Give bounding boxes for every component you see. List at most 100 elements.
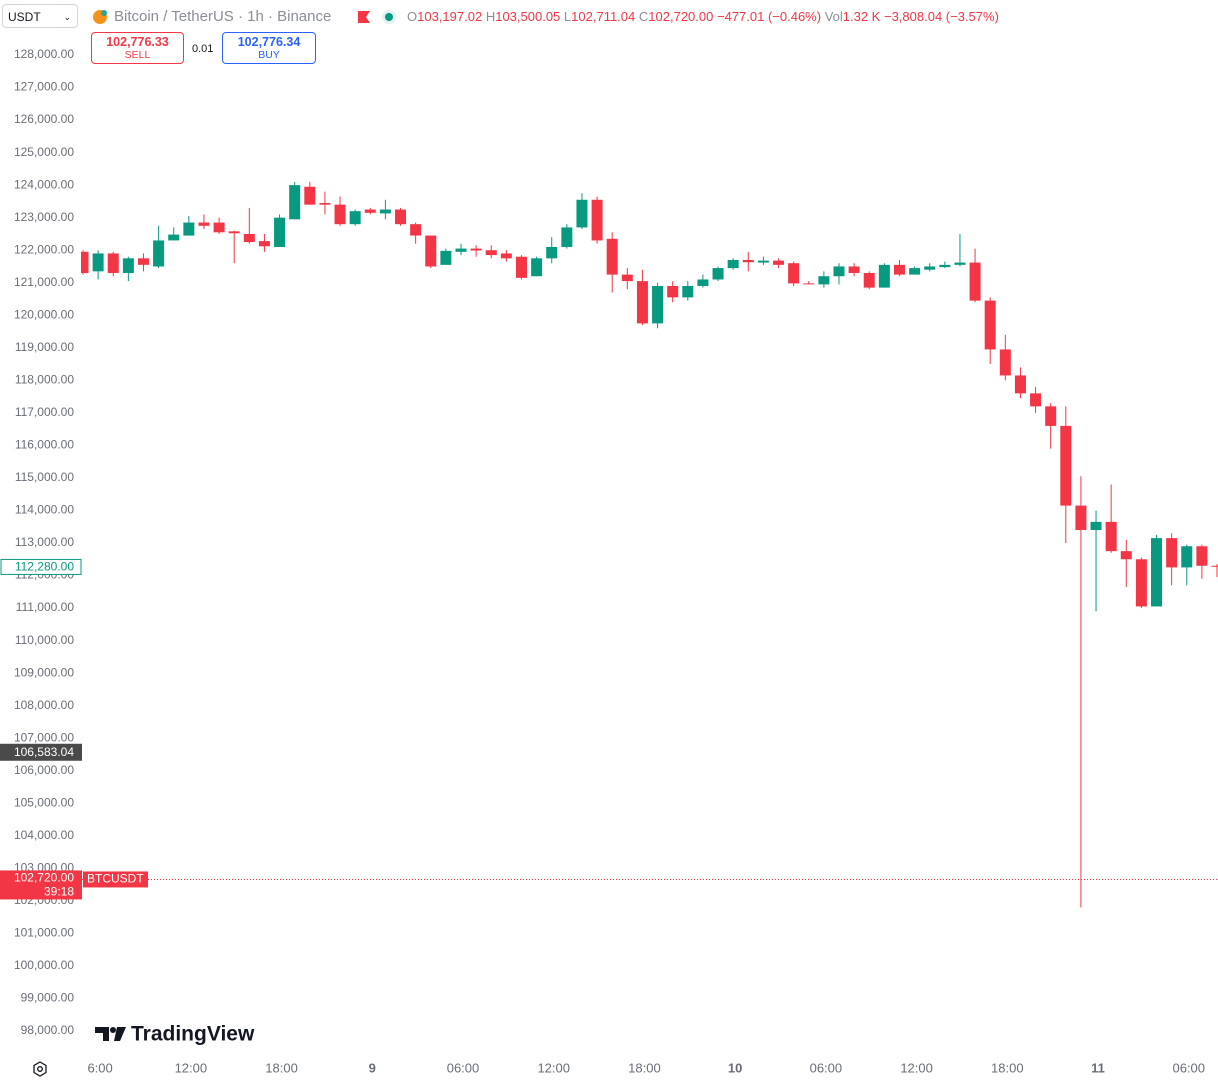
candle-body <box>757 260 769 263</box>
value: 102,720.00 <box>648 9 714 24</box>
x-tick-label: 12:00 <box>537 1060 570 1075</box>
candle-body <box>591 199 603 241</box>
candle-body <box>500 253 512 259</box>
candle-body <box>379 209 391 214</box>
price-label-box <box>0 743 82 761</box>
candle-body <box>213 222 225 233</box>
candle-body <box>954 262 966 265</box>
candle-body <box>712 268 724 280</box>
countdown: 39:18 <box>44 885 74 899</box>
x-tick-label: 18:00 <box>265 1060 298 1075</box>
candle-body <box>1211 565 1218 567</box>
candle-body <box>667 285 679 298</box>
toolbar: USDT ⌄ Bitcoin / TetherUS · 1h · Binance … <box>0 0 1218 32</box>
candle-body <box>969 262 981 301</box>
y-tick-label: 128,000.00 <box>14 47 74 61</box>
settings-icon[interactable] <box>33 1061 47 1077</box>
candle-body <box>198 222 210 226</box>
candle-body <box>289 185 301 220</box>
y-tick-label: 115,000.00 <box>15 470 74 484</box>
candle-body <box>984 300 996 350</box>
x-tick-label: 6:00 <box>87 1060 112 1075</box>
candle-body <box>425 235 437 267</box>
y-tick-label: 120,000.00 <box>14 307 74 321</box>
value: −3,808.04 (−3.57%) <box>883 9 999 24</box>
y-tick-label: 127,000.00 <box>14 80 74 94</box>
candle-body <box>848 266 860 273</box>
candle-body <box>77 251 89 273</box>
y-tick-label: 117,000.00 <box>15 405 74 419</box>
y-tick-label: 109,000.00 <box>14 665 74 679</box>
candle-body <box>1090 521 1102 530</box>
candle-body <box>228 231 240 234</box>
candle-body <box>924 266 936 270</box>
x-tick-label: 06:00 <box>447 1060 480 1075</box>
brand-logo: TradingView <box>95 1023 255 1046</box>
y-tick-label: 100,000.00 <box>14 958 74 972</box>
candle-body <box>304 186 316 205</box>
candle-body <box>1196 546 1208 566</box>
candle-body <box>455 248 467 252</box>
label: H <box>485 9 496 24</box>
candle-body <box>364 209 376 213</box>
candle-body <box>742 259 754 263</box>
y-tick-label: 118,000.00 <box>15 373 74 387</box>
label: O <box>407 9 418 24</box>
y-tick-label: 126,000.00 <box>14 112 74 126</box>
y-tick-label: 114,000.00 <box>15 503 74 517</box>
value: 1.32 K <box>842 9 881 24</box>
x-tick-label: 9 <box>369 1060 376 1075</box>
candle-body <box>1135 559 1147 607</box>
y-tick-label: 113,000.00 <box>15 535 74 549</box>
price-label-box <box>0 870 82 900</box>
value: 102,711.04 <box>571 9 636 24</box>
candle-body <box>92 253 104 272</box>
status-icons <box>358 10 396 24</box>
label: Vol <box>824 9 843 24</box>
buy-button[interactable]: 102,776.34 BUY <box>222 32 316 64</box>
candle-body <box>803 283 815 285</box>
y-tick-label: 125,000.00 <box>14 145 74 159</box>
x-tick-label: 12:00 <box>175 1060 208 1075</box>
y-tick-label: 104,000.00 <box>14 828 74 842</box>
candle-body <box>773 260 785 265</box>
sell-button[interactable]: 102,776.33 SELL <box>91 32 184 64</box>
candle-body <box>546 246 558 259</box>
currency-select[interactable]: USDT ⌄ <box>2 4 78 28</box>
candle-body <box>1151 538 1163 607</box>
y-tick-label: 124,000.00 <box>14 177 74 191</box>
candle-body <box>274 217 286 247</box>
candle-body <box>1181 546 1193 568</box>
candle-body <box>107 253 119 273</box>
candle-body <box>395 209 407 225</box>
y-tick-label: 107,000.00 <box>14 730 74 744</box>
price: 102,776.34 <box>237 35 301 49</box>
y-tick-label: 106,000.00 <box>14 763 74 777</box>
candle-body <box>878 264 890 288</box>
candle-body <box>1060 425 1072 506</box>
time-axis <box>0 1052 1218 1083</box>
candle-body <box>788 263 800 284</box>
y-tick-label: 111,000.00 <box>16 600 75 614</box>
candle-body <box>470 248 482 251</box>
value: 103,197.02 <box>417 9 483 24</box>
candle-body <box>183 222 195 236</box>
x-tick-label: 06:00 <box>1172 1060 1205 1075</box>
candle-body <box>652 285 664 324</box>
x-tick-label: 12:00 <box>900 1060 933 1075</box>
ohlc-legend: O103,197.02 H103,500.05 L102,711.04 C102… <box>407 9 999 24</box>
candle-body <box>1030 393 1042 407</box>
candle-body <box>863 272 875 288</box>
candle-body <box>349 211 361 225</box>
candle-body <box>485 250 497 256</box>
candle-body <box>1120 551 1132 560</box>
y-tick-label: 101,000.00 <box>14 926 74 940</box>
x-tick-label: 18:00 <box>991 1060 1024 1075</box>
brand: TradingView <box>131 1023 255 1046</box>
x-tick-label: 10 <box>728 1060 742 1075</box>
candle-body <box>1166 538 1178 568</box>
value: −477.01 (−0.46%) <box>716 9 822 24</box>
candle-body <box>833 266 845 277</box>
quantity: 0.01 <box>192 43 214 55</box>
y-tick-label: 119,000.00 <box>15 340 74 354</box>
